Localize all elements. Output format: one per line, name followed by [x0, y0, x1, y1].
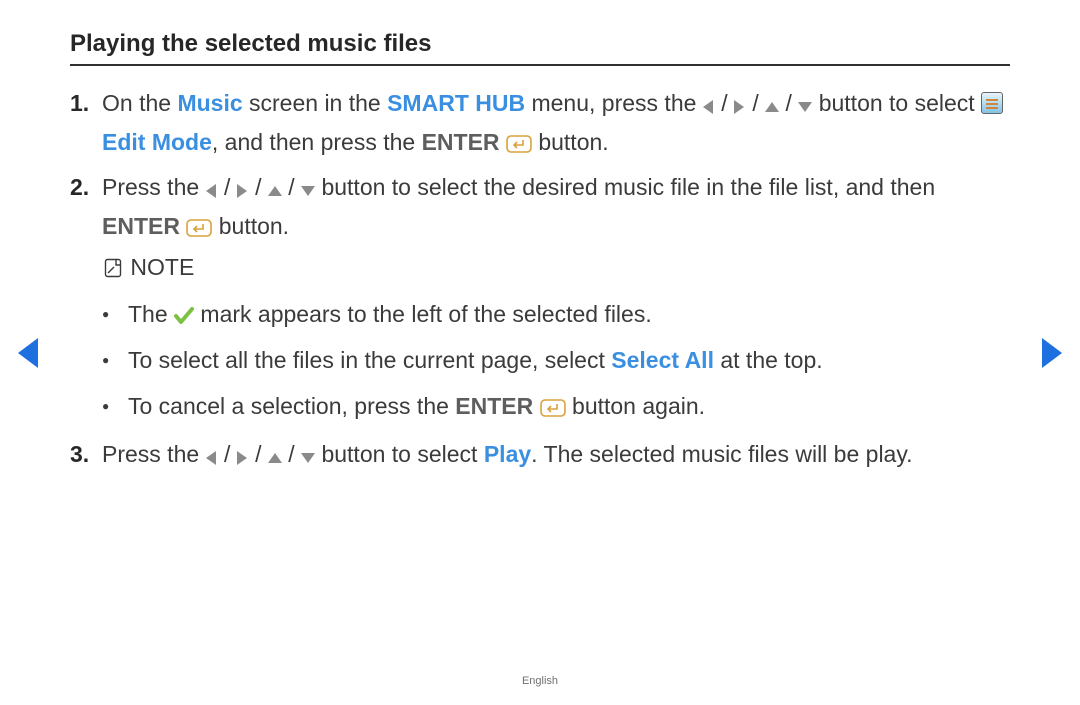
page-title: Playing the selected music files [70, 30, 1010, 58]
text: at the top. [714, 347, 823, 373]
right-arrow-icon [237, 451, 249, 465]
bullet-2: To select all the files in the current p… [102, 337, 1010, 383]
text: screen in the [243, 90, 387, 116]
prev-page-button[interactable] [14, 336, 40, 372]
up-arrow-icon [268, 186, 282, 198]
selectall-label: Select All [611, 347, 714, 373]
text: menu, press the [525, 90, 703, 116]
right-arrow-icon [734, 100, 746, 114]
enter-label: ENTER [455, 393, 533, 419]
text: button. [538, 129, 608, 155]
enter-label: ENTER [102, 213, 180, 239]
text: / [288, 441, 301, 467]
left-arrow-icon [703, 100, 715, 114]
text: / [721, 90, 734, 116]
step-1: On the Music screen in the SMART HUB men… [70, 84, 1010, 162]
manual-page: Playing the selected music files On the … [0, 0, 1080, 705]
enter-icon [506, 135, 532, 153]
text: / [224, 174, 237, 200]
up-arrow-icon [268, 453, 282, 465]
text: , and then press the [212, 129, 422, 155]
editmode-label: Edit Mode [102, 129, 212, 155]
down-arrow-icon [301, 453, 315, 465]
enter-icon [540, 399, 566, 417]
music-label: Music [177, 90, 242, 116]
enter-label: ENTER [422, 129, 500, 155]
note-label: NOTE [130, 254, 194, 280]
text: . The selected music files will be play. [531, 441, 912, 467]
text: button again. [572, 393, 705, 419]
step-2: Press the / / / button to select the des… [70, 168, 1010, 429]
check-icon [174, 307, 194, 325]
text: Press the [102, 441, 206, 467]
text: / [288, 174, 301, 200]
left-arrow-icon [206, 184, 218, 198]
text: / [255, 441, 268, 467]
text: button. [219, 213, 289, 239]
next-page-button[interactable] [1040, 336, 1066, 372]
footer-language: English [0, 675, 1080, 687]
up-arrow-icon [765, 102, 779, 114]
smarthub-label: SMART HUB [387, 90, 525, 116]
text: The [128, 301, 174, 327]
play-label: Play [484, 441, 531, 467]
text: button to select [819, 90, 981, 116]
step-3: Press the / / / button to select Play. T… [70, 435, 1010, 474]
text: / [255, 174, 268, 200]
note-block: NOTE The mark appears to the left of the… [102, 248, 1010, 429]
step-list: On the Music screen in the SMART HUB men… [70, 84, 1010, 475]
text: / [224, 441, 237, 467]
text: On the [102, 90, 177, 116]
bullet-3: To cancel a selection, press the ENTER b… [102, 383, 1010, 429]
down-arrow-icon [301, 186, 315, 198]
text: / [786, 90, 799, 116]
text: To cancel a selection, press the [128, 393, 455, 419]
text: Press the [102, 174, 206, 200]
bullet-1: The mark appears to the left of the sele… [102, 291, 1010, 337]
title-rule [70, 64, 1010, 66]
text: To select all the files in the current p… [128, 347, 611, 373]
text: / [752, 90, 765, 116]
text: mark appears to the left of the selected… [200, 301, 651, 327]
enter-icon [186, 219, 212, 237]
note-heading: NOTE [102, 248, 1010, 287]
note-bullets: The mark appears to the left of the sele… [102, 291, 1010, 429]
edit-mode-icon [981, 92, 1003, 114]
text: button to select the desired music file … [321, 174, 935, 200]
left-arrow-icon [206, 451, 218, 465]
note-icon [102, 248, 124, 287]
down-arrow-icon [798, 102, 812, 114]
text: button to select [321, 441, 483, 467]
right-arrow-icon [237, 184, 249, 198]
